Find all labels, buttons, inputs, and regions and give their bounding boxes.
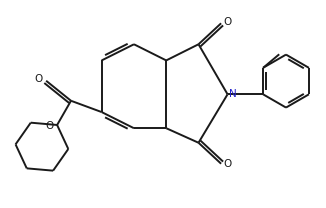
Text: O: O (224, 17, 232, 27)
Text: O: O (35, 74, 43, 84)
Text: O: O (224, 159, 232, 169)
Text: O: O (45, 121, 53, 131)
Text: N: N (229, 89, 237, 99)
